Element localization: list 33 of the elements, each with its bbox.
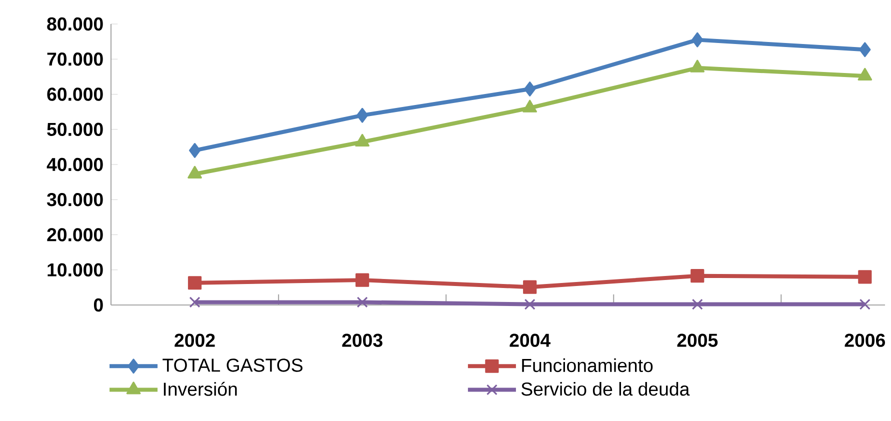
point [188, 276, 202, 290]
point [692, 298, 703, 310]
y-tick-label: 50.000 [47, 122, 103, 136]
point [690, 269, 704, 283]
point [523, 280, 537, 294]
y-tick-label: 10.000 [48, 263, 103, 276]
point [356, 273, 370, 287]
point [356, 108, 368, 123]
point [859, 42, 871, 58]
point [858, 270, 872, 284]
point [188, 142, 201, 158]
x-tick-label: 2003 [342, 334, 382, 347]
point [524, 298, 536, 310]
legend-label: Servicio de la deuda [521, 382, 690, 396]
x-tick-label: 2004 [510, 334, 550, 347]
x-tick-label: 2005 [677, 334, 718, 347]
y-tick-label: 80.000 [47, 17, 103, 31]
legend-label: TOTAL GASTOS [162, 358, 302, 372]
point [692, 32, 704, 48]
point [189, 296, 200, 308]
legend-label: Funcionamiento [522, 358, 653, 372]
y-tick-label: 30.000 [46, 192, 103, 206]
y-tick-label: 70.000 [47, 52, 103, 66]
x-tick-label: 2006 [844, 334, 885, 347]
y-tick-label: 60.000 [47, 88, 103, 101]
legend-label: Inversión [164, 382, 237, 396]
y-tick-label: 0 [94, 298, 103, 312]
point [356, 296, 368, 308]
point [859, 298, 870, 310]
point [524, 82, 536, 96]
y-tick-label: 40.000 [46, 158, 103, 172]
y-tick-label: 20.000 [47, 228, 103, 242]
x-tick-label: 2002 [174, 334, 215, 347]
